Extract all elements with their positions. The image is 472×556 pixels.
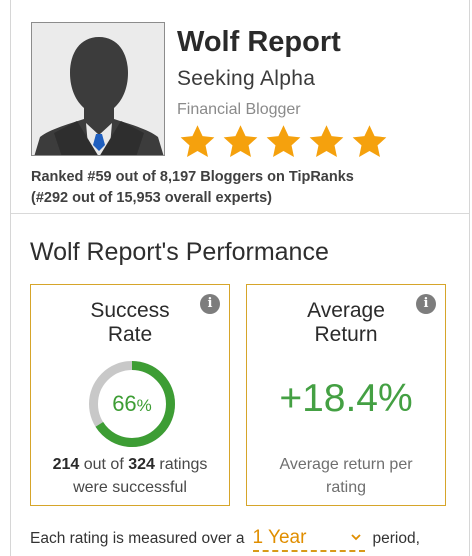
- total-count: 324: [128, 456, 155, 473]
- donut-progress-arc: [89, 361, 175, 447]
- period-prefix: Each rating is measured over a: [30, 530, 245, 547]
- expert-role: Financial Blogger: [177, 101, 301, 118]
- performance-title: Wolf Report's Performance: [30, 238, 329, 266]
- average-return-value: +18.4%: [279, 377, 413, 420]
- success-rate-donut: 66%: [87, 359, 177, 449]
- success-rate-note: 214 out of 324 ratings were successful: [52, 456, 208, 496]
- rank-line-bloggers: Ranked #59 out of 8,197 Bloggers on TipR…: [31, 169, 354, 185]
- star-icon: [352, 125, 387, 158]
- star-icon: [180, 125, 215, 158]
- avatar: [31, 22, 165, 156]
- avatar-silhouette-icon: [32, 23, 164, 155]
- average-return-box: i Average Return +18.4% Average return p…: [246, 284, 446, 506]
- profile-header: Wolf Report Seeking Alpha Financial Blog…: [11, 0, 469, 214]
- info-icon[interactable]: i: [416, 294, 436, 314]
- star-icon: [223, 125, 258, 158]
- donut-chart: [89, 361, 175, 447]
- average-return-note: Average return per rating: [279, 456, 413, 496]
- expert-card: Wolf Report Seeking Alpha Financial Blog…: [10, 0, 470, 556]
- average-return-title: Average Return: [307, 299, 385, 346]
- period-selected-value: 1 Year: [252, 527, 307, 548]
- success-rate-value: 66%: [112, 391, 152, 416]
- period-suffix: period,: [372, 530, 420, 547]
- rank-info: Ranked #59 out of 8,197 Bloggers on TipR…: [31, 167, 354, 209]
- info-icon[interactable]: i: [200, 294, 220, 314]
- success-rate-title: Success Rate: [90, 299, 170, 346]
- period-dropdown[interactable]: 1 Year: [252, 527, 365, 552]
- successful-count: 214: [52, 456, 80, 473]
- chevron-down-icon: [350, 534, 361, 541]
- rank-line-overall: (#292 out of 15,953 overall experts): [31, 190, 272, 206]
- measurement-period-line: Each rating is measured over a 1 Year pe…: [30, 527, 420, 552]
- star-icon: [266, 125, 301, 158]
- star-rating: [177, 124, 390, 160]
- success-rate-box: i Success Rate 66% 214 out of 324 rating…: [30, 284, 230, 506]
- star-icon: [309, 125, 344, 158]
- expert-firm: Seeking Alpha: [177, 67, 316, 90]
- expert-name: Wolf Report: [177, 26, 341, 58]
